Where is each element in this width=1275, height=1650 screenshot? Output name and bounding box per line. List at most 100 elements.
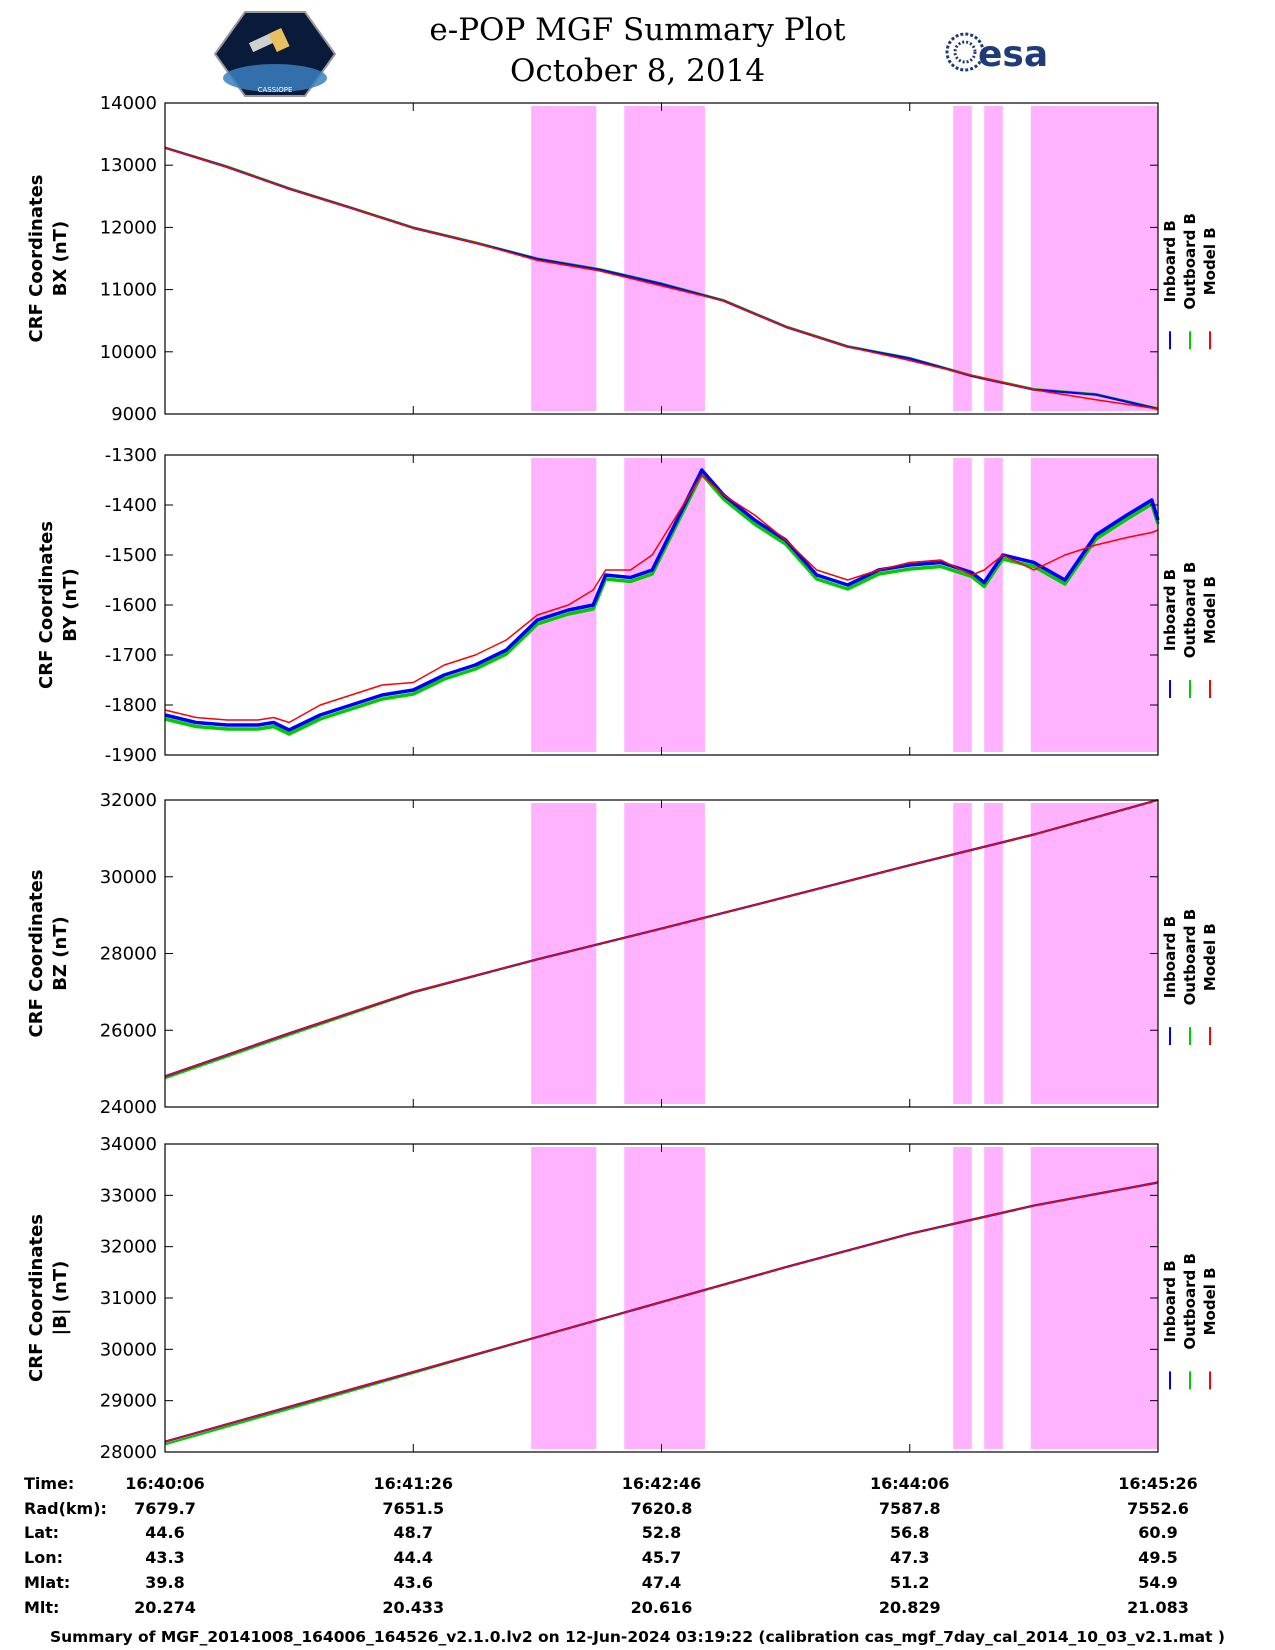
y-tick-label: 14000: [100, 93, 157, 114]
panel-1: 9000 10000 11000 12000 13000 14000 CRF Coordin…: [26, 93, 1219, 425]
plot-title: e-POP MGF Summary Plot: [429, 12, 846, 48]
plot-date: October 8, 2014: [509, 53, 766, 89]
y-tick-label: 34000: [100, 1134, 157, 1155]
panel-2: -1900 -1800 -1700 -1600 -1500 -1400 -1300 CRF C…: [36, 445, 1219, 766]
ephemeris-value: 56.8: [890, 1523, 929, 1542]
y-axis-label: BZ (nT): [50, 916, 71, 991]
legend-label: Inboard B: [1161, 220, 1179, 302]
y-tick-label: 28000: [100, 1442, 157, 1463]
y-axis-label: |B| (nT): [50, 1261, 71, 1336]
legend-label: Model B: [1201, 923, 1219, 991]
highlight-interval: [1030, 106, 1158, 411]
panel-4: 28000 29000 30000 31000 32000 33000 34000 CRF C…: [26, 1134, 1219, 1463]
highlight-interval: [624, 106, 705, 411]
highlight-interval: [1030, 1147, 1158, 1449]
highlight-interval: [984, 458, 1003, 752]
legend-label: Model B: [1201, 576, 1219, 644]
y-tick-label: 29000: [100, 1391, 157, 1412]
y-tick-label: 13000: [100, 155, 157, 176]
ephemeris-value: 16:42:46: [622, 1474, 702, 1493]
y-tick-label: 30000: [100, 1339, 157, 1360]
y-axis-label: CRF Coordinates: [26, 1214, 47, 1382]
ephemeris-label: Rad(km):: [24, 1499, 107, 1518]
ephemeris-value: 60.9: [1138, 1523, 1177, 1542]
ephemeris-value: 20.433: [382, 1598, 444, 1617]
legend-label: Model B: [1201, 227, 1219, 295]
y-tick-label: 30000: [100, 867, 157, 888]
y-tick-label: 33000: [100, 1185, 157, 1206]
ephemeris-value: 54.9: [1138, 1573, 1177, 1592]
ephemeris-value: 45.7: [642, 1548, 681, 1567]
y-tick-label: 11000: [100, 280, 157, 301]
series-line-outboard-b: [164, 472, 1160, 736]
ephemeris-value: 20.274: [134, 1598, 196, 1617]
y-tick-label: -1900: [105, 745, 157, 766]
y-tick-label: 32000: [100, 790, 157, 811]
ephemeris-value: 43.6: [394, 1573, 433, 1592]
cassiope-logo-text: CASSIOPE: [258, 86, 293, 94]
highlight-interval: [1030, 458, 1158, 752]
ephemeris-value: 20.616: [631, 1598, 693, 1617]
ephemeris-value: 16:40:06: [125, 1474, 205, 1493]
highlight-interval: [984, 106, 1003, 411]
ephemeris-value: 7587.8: [879, 1499, 941, 1518]
legend-label: Inboard B: [1161, 569, 1179, 651]
y-tick-label: -1600: [105, 595, 157, 616]
legend-label: Outboard B: [1181, 1253, 1199, 1350]
legend-label: Outboard B: [1181, 562, 1199, 659]
y-tick-label: 26000: [100, 1020, 157, 1041]
ephemeris-value: 7651.5: [382, 1499, 444, 1518]
legend-label: Outboard B: [1181, 213, 1199, 310]
y-tick-label: 32000: [100, 1237, 157, 1258]
y-tick-label: 31000: [100, 1288, 157, 1309]
panel-3: 24000 26000 28000 30000 32000 CRF Coordinates…: [26, 790, 1219, 1118]
esa-logo-text: esa: [978, 34, 1048, 75]
highlight-interval: [624, 1147, 705, 1449]
y-tick-label: 24000: [100, 1097, 157, 1118]
footer-caption: Summary of MGF_20141008_164006_164526_v2…: [49, 1628, 1226, 1646]
highlight-interval: [624, 458, 705, 752]
ephemeris-value: 16:45:26: [1118, 1474, 1198, 1493]
y-tick-label: -1500: [105, 545, 157, 566]
ephemeris-value: 44.6: [145, 1523, 184, 1542]
legend-label: Inboard B: [1161, 1260, 1179, 1342]
ephemeris-value: 51.2: [890, 1573, 929, 1592]
legend-label: Model B: [1201, 1267, 1219, 1335]
ephemeris-value: 20.829: [879, 1598, 941, 1617]
ephemeris-label: Lat:: [24, 1523, 59, 1542]
y-tick-label: -1400: [105, 495, 157, 516]
ephemeris-value: 47.4: [642, 1573, 681, 1592]
ephemeris-value: 44.4: [394, 1548, 433, 1567]
y-tick-label: -1300: [105, 445, 157, 466]
highlight-interval: [1030, 803, 1158, 1104]
y-axis-label: BY (nT): [60, 568, 81, 642]
ephemeris-value: 7552.6: [1127, 1499, 1189, 1518]
ephemeris-value: 39.8: [145, 1573, 184, 1592]
series-line-model-b: [164, 1181, 1159, 1443]
ephemeris-value: 7679.7: [134, 1499, 196, 1518]
ephemeris-value: 16:44:06: [870, 1474, 950, 1493]
series-line-model-b: [164, 474, 1159, 724]
highlight-interval: [953, 1147, 972, 1449]
highlight-interval: [984, 1147, 1003, 1449]
legend-label: Outboard B: [1181, 909, 1199, 1006]
legend-label: Inboard B: [1161, 916, 1179, 998]
ephemeris-value: 16:41:26: [373, 1474, 453, 1493]
ephemeris-value: 47.3: [890, 1548, 929, 1567]
highlight-interval: [624, 803, 705, 1104]
highlight-interval: [953, 803, 972, 1104]
ephemeris-value: 21.083: [1127, 1598, 1189, 1617]
y-axis-label: CRF Coordinates: [26, 175, 47, 343]
series-line-model-b: [164, 799, 1159, 1078]
y-axis-label: BX (nT): [50, 221, 71, 296]
highlight-interval: [953, 458, 972, 752]
highlight-interval: [984, 803, 1003, 1104]
cassiope-logo: CASSIOPE: [213, 11, 337, 97]
y-tick-label: 10000: [100, 342, 157, 363]
ephemeris-label: Time:: [24, 1474, 74, 1493]
y-axis-label: CRF Coordinates: [36, 521, 57, 689]
series-line-inboard-b: [164, 468, 1160, 732]
ephemeris-table: Time: Rad(km): Lat: Lon: Mlat: Mlt: 16:40:06 76…: [24, 1474, 1198, 1617]
ephemeris-label: Mlt:: [24, 1598, 59, 1617]
ephemeris-label: Lon:: [24, 1548, 63, 1567]
